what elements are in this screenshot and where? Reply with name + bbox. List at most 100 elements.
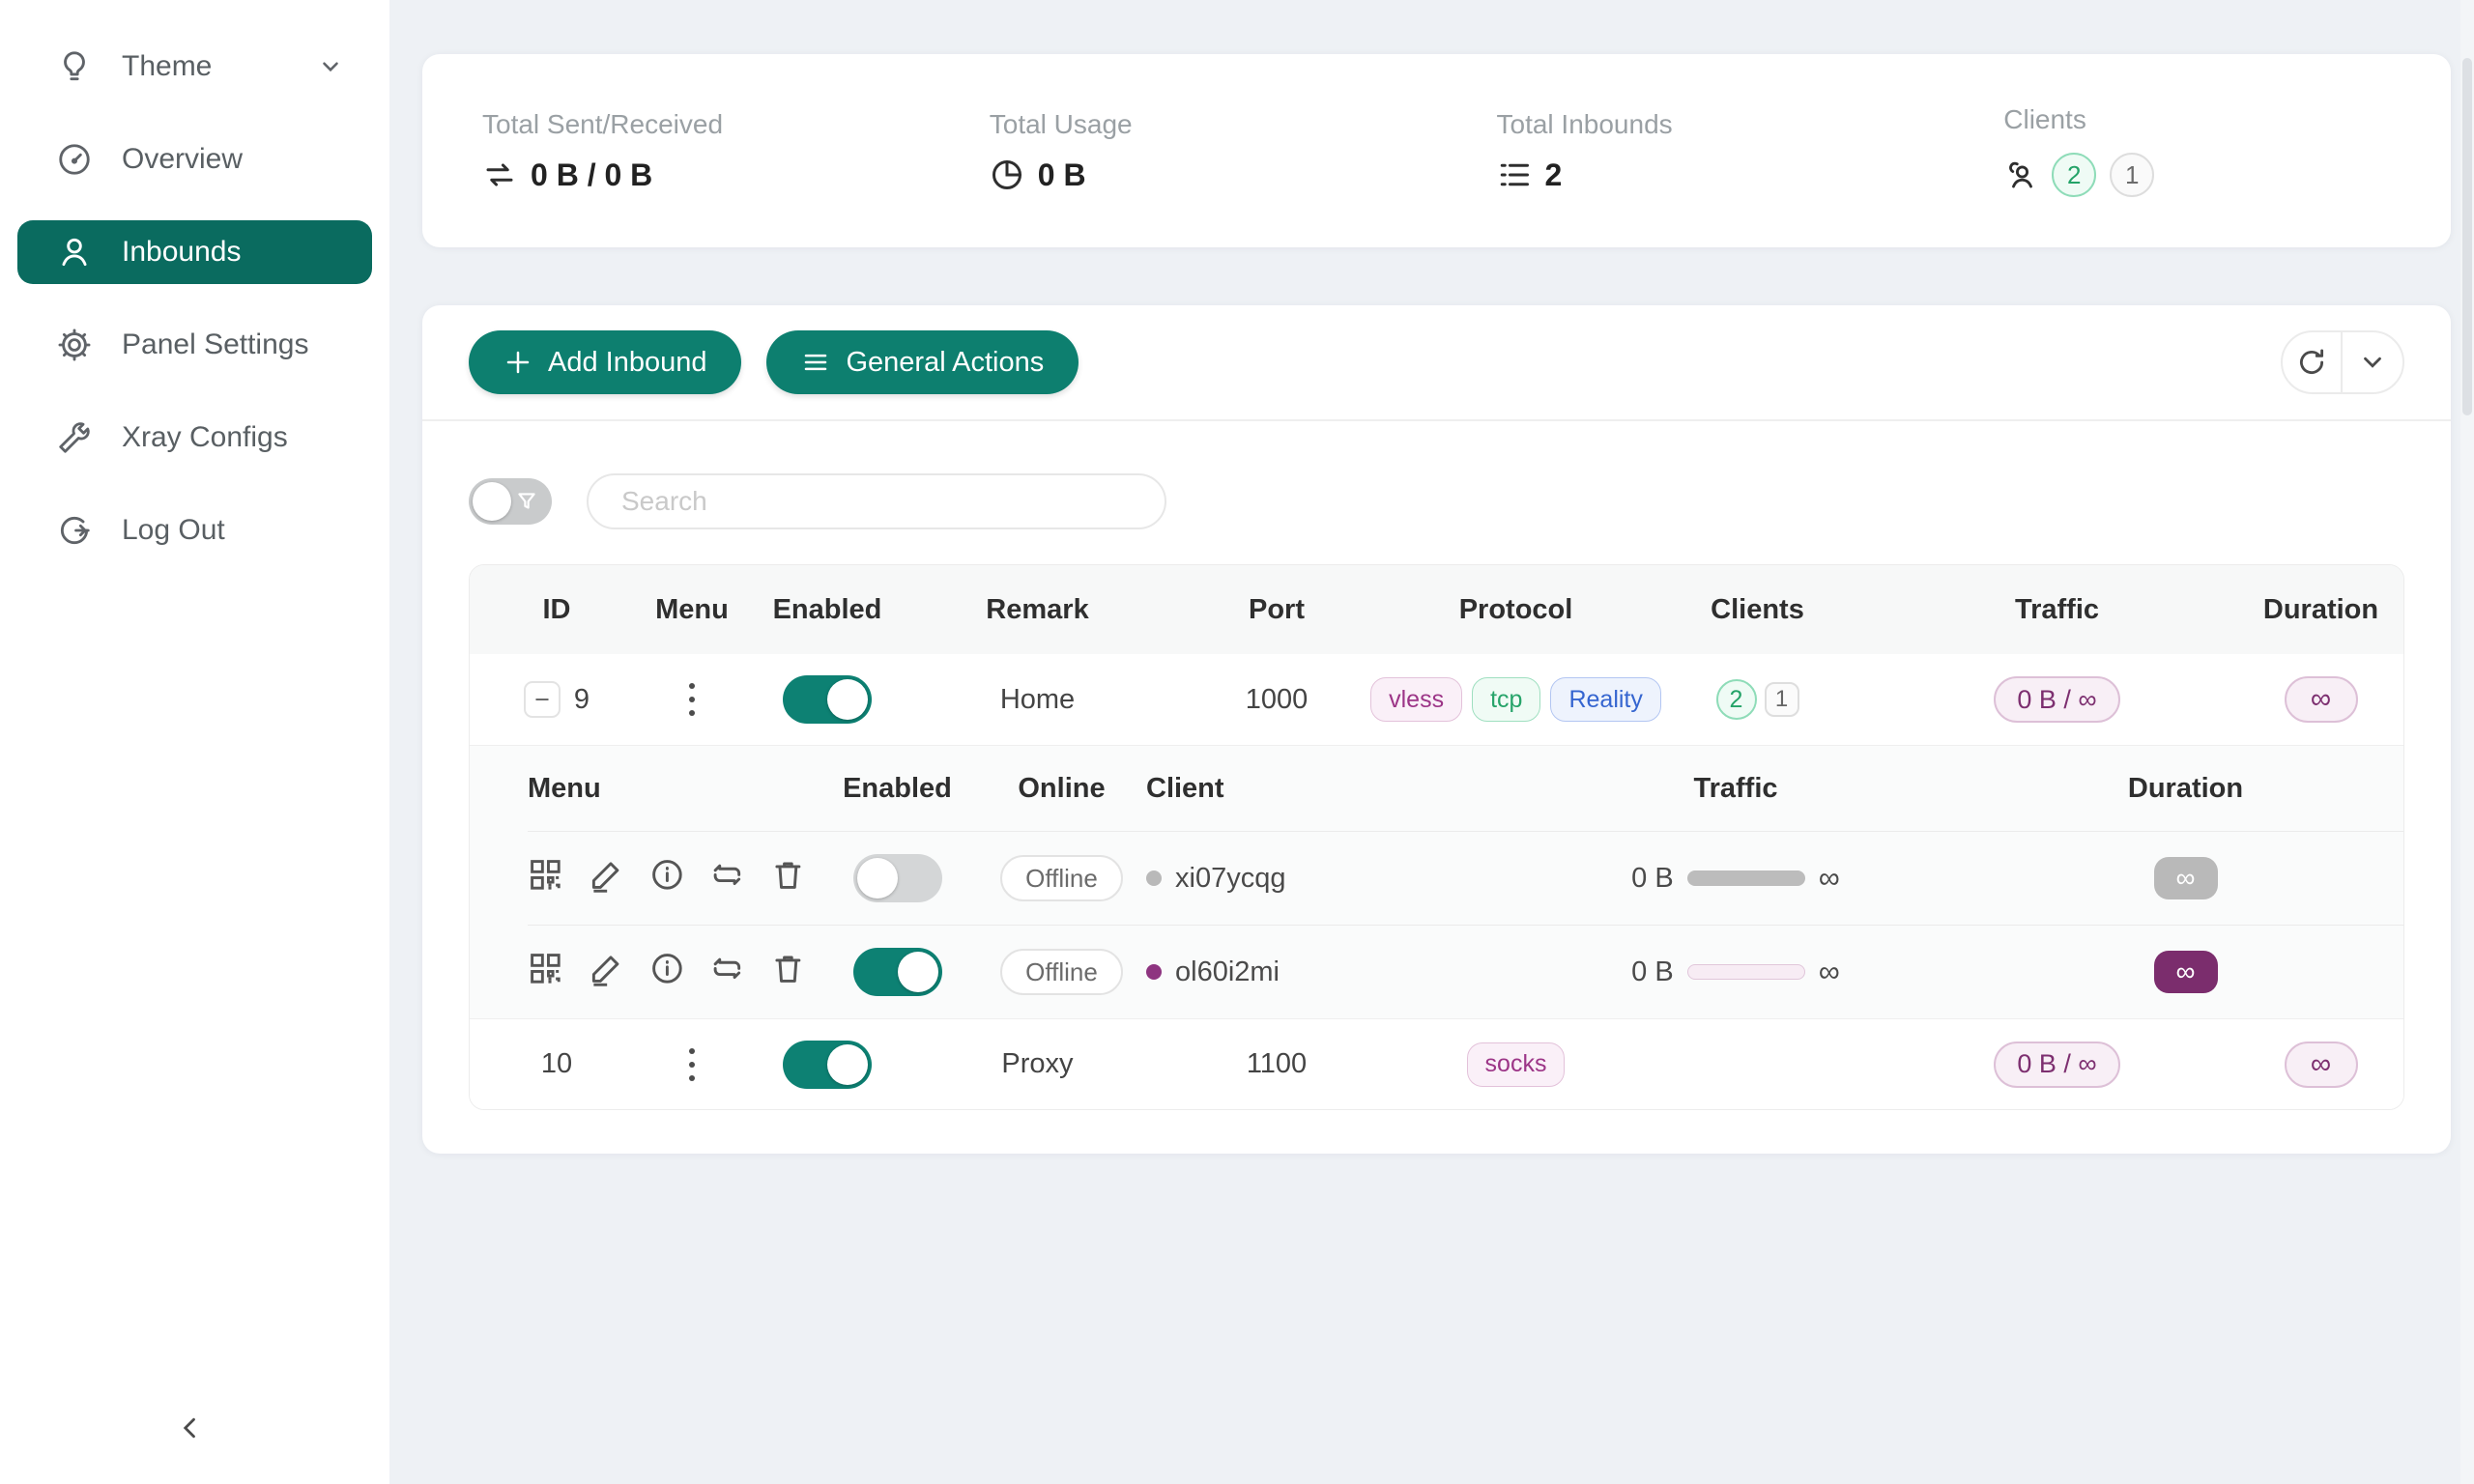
client-edit-button[interactable] bbox=[589, 857, 624, 899]
inbound-enabled-toggle[interactable] bbox=[783, 675, 872, 724]
filter-toggle[interactable] bbox=[469, 478, 552, 525]
refresh-split-button bbox=[2281, 330, 2404, 394]
table-header: ID Menu Enabled Remark Port Protocol Cli… bbox=[470, 565, 2403, 654]
client-name: ol60i2mi bbox=[1175, 956, 1280, 987]
subcol-enabled: Enabled bbox=[843, 772, 952, 804]
list-icon bbox=[1497, 157, 1532, 192]
col-menu: Menu bbox=[655, 593, 729, 625]
trash-icon bbox=[775, 862, 801, 889]
chevron-down-icon bbox=[2364, 357, 2381, 368]
qr-code-icon bbox=[531, 860, 561, 890]
logout-icon bbox=[56, 512, 93, 549]
repeat-icon bbox=[714, 864, 741, 886]
sidebar-item-log-out[interactable]: Log Out bbox=[17, 499, 372, 562]
traffic-pill: 0 B / ∞ bbox=[1994, 676, 2120, 723]
users-icon bbox=[2003, 157, 2038, 192]
refresh-button[interactable] bbox=[2283, 332, 2343, 392]
inbound-row-10: 10 Proxy 1100 socks 0 B / ∞ ∞ bbox=[470, 1018, 2403, 1109]
client-delete-button[interactable] bbox=[770, 857, 806, 899]
inbound-remark: Home bbox=[999, 683, 1076, 715]
add-inbound-button[interactable]: Add Inbound bbox=[469, 330, 742, 394]
col-duration: Duration bbox=[2262, 593, 2379, 625]
pencil-icon bbox=[591, 862, 619, 893]
sidebar-item-label: Overview bbox=[122, 143, 244, 175]
client-edit-button[interactable] bbox=[589, 951, 624, 993]
client-qr-button[interactable] bbox=[528, 857, 563, 899]
lightbulb-icon bbox=[56, 48, 93, 85]
col-enabled: Enabled bbox=[772, 593, 882, 625]
sidebar-item-label: Panel Settings bbox=[122, 328, 309, 360]
duration-pill: ∞ bbox=[2284, 676, 2358, 723]
info-icon bbox=[651, 954, 682, 984]
protocol-badge: socks bbox=[1466, 1042, 1566, 1087]
sidebar-item-inbounds[interactable]: Inbounds bbox=[17, 220, 372, 284]
repeat-icon bbox=[714, 957, 741, 980]
qr-code-icon bbox=[531, 954, 561, 984]
inbound-row-9: 9 Home 1000 vless tcp Reality 2 1 0 B / … bbox=[470, 654, 2403, 745]
sidebar-item-label: Theme bbox=[122, 50, 213, 82]
client-info-button[interactable] bbox=[649, 857, 685, 899]
funnel-icon bbox=[514, 489, 539, 514]
client-info-button[interactable] bbox=[649, 951, 685, 993]
client-reset-traffic-button[interactable] bbox=[709, 951, 745, 993]
sidebar-item-label: Inbounds bbox=[122, 236, 242, 268]
main-content: Total Sent/Received 0 B / 0 B Total Usag… bbox=[389, 0, 2474, 1484]
sidebar-item-panel-settings[interactable]: Panel Settings bbox=[17, 313, 372, 377]
client-traffic-bar bbox=[1686, 964, 1805, 980]
client-duration-chip: ∞ bbox=[2153, 951, 2218, 993]
client-traffic-bar bbox=[1686, 870, 1805, 886]
row-menu-button[interactable] bbox=[681, 675, 703, 724]
sidebar-collapse-button[interactable] bbox=[162, 1399, 220, 1457]
page-scrollbar[interactable] bbox=[2460, 0, 2474, 1484]
clients-total-badge: 1 bbox=[2110, 153, 2155, 197]
protocol-security-badge: Reality bbox=[1550, 677, 1661, 722]
inbound-id: 9 bbox=[573, 683, 590, 715]
col-port: Port bbox=[1249, 593, 1305, 625]
inbound-enabled-toggle[interactable] bbox=[783, 1040, 872, 1089]
sidebar-item-xray-configs[interactable]: Xray Configs bbox=[17, 406, 372, 470]
refresh-options-button[interactable] bbox=[2343, 332, 2402, 392]
inbounds-table: ID Menu Enabled Remark Port Protocol Cli… bbox=[469, 564, 2404, 1110]
toolbar: Add Inbound General Actions bbox=[422, 330, 2451, 421]
client-qr-button[interactable] bbox=[528, 951, 563, 993]
client-row-1: Offline xi07ycqg 0 B ∞ ∞ bbox=[528, 831, 2403, 925]
client-enabled-toggle[interactable] bbox=[852, 948, 942, 996]
chevron-down-icon bbox=[318, 54, 343, 79]
client-status-dot bbox=[1146, 964, 1162, 980]
stat-total-sent-received: Total Sent/Received 0 B / 0 B bbox=[482, 108, 724, 192]
search-row bbox=[469, 473, 2404, 529]
col-clients: Clients bbox=[1711, 593, 1804, 625]
col-protocol: Protocol bbox=[1458, 593, 1573, 625]
refresh-icon bbox=[2300, 349, 2324, 375]
subcol-menu: Menu bbox=[528, 772, 601, 804]
col-id: ID bbox=[542, 593, 571, 625]
client-delete-button[interactable] bbox=[770, 951, 806, 993]
trash-icon bbox=[775, 956, 801, 983]
subcol-client: Client bbox=[1146, 772, 1224, 804]
inbounds-card: Add Inbound General Actions bbox=[422, 305, 2451, 1154]
plus-icon bbox=[503, 348, 532, 377]
client-reset-traffic-button[interactable] bbox=[709, 857, 745, 899]
sidebar-item-label: Xray Configs bbox=[122, 421, 288, 453]
col-traffic: Traffic bbox=[2014, 593, 2100, 625]
general-actions-button[interactable]: General Actions bbox=[766, 330, 1079, 394]
sidebar-item-overview[interactable]: Overview bbox=[17, 128, 372, 191]
collapse-row-button[interactable] bbox=[523, 681, 561, 718]
minus-icon bbox=[535, 699, 549, 700]
chevron-left-icon bbox=[183, 1417, 195, 1439]
sidebar: Theme Overview Inbounds bbox=[0, 0, 389, 1484]
stat-total-inbounds: Total Inbounds 2 bbox=[1496, 108, 1673, 192]
hamburger-icon bbox=[801, 348, 830, 377]
client-status-dot bbox=[1146, 870, 1162, 886]
client-traffic-used: 0 B bbox=[1631, 956, 1674, 987]
search-input[interactable] bbox=[587, 473, 1166, 529]
wrench-icon bbox=[56, 419, 93, 456]
scrollbar-thumb[interactable] bbox=[2462, 58, 2472, 415]
sidebar-item-theme[interactable]: Theme bbox=[17, 35, 372, 99]
row-clients-total-badge: 1 bbox=[1764, 682, 1799, 717]
row-menu-button[interactable] bbox=[681, 1041, 703, 1089]
client-enabled-toggle[interactable] bbox=[852, 854, 942, 902]
stat-value-text: 0 B / 0 B bbox=[531, 157, 653, 192]
info-icon bbox=[651, 860, 682, 890]
expanded-clients-section: Menu Enabled Online Client Traffic Durat… bbox=[470, 745, 2403, 1018]
